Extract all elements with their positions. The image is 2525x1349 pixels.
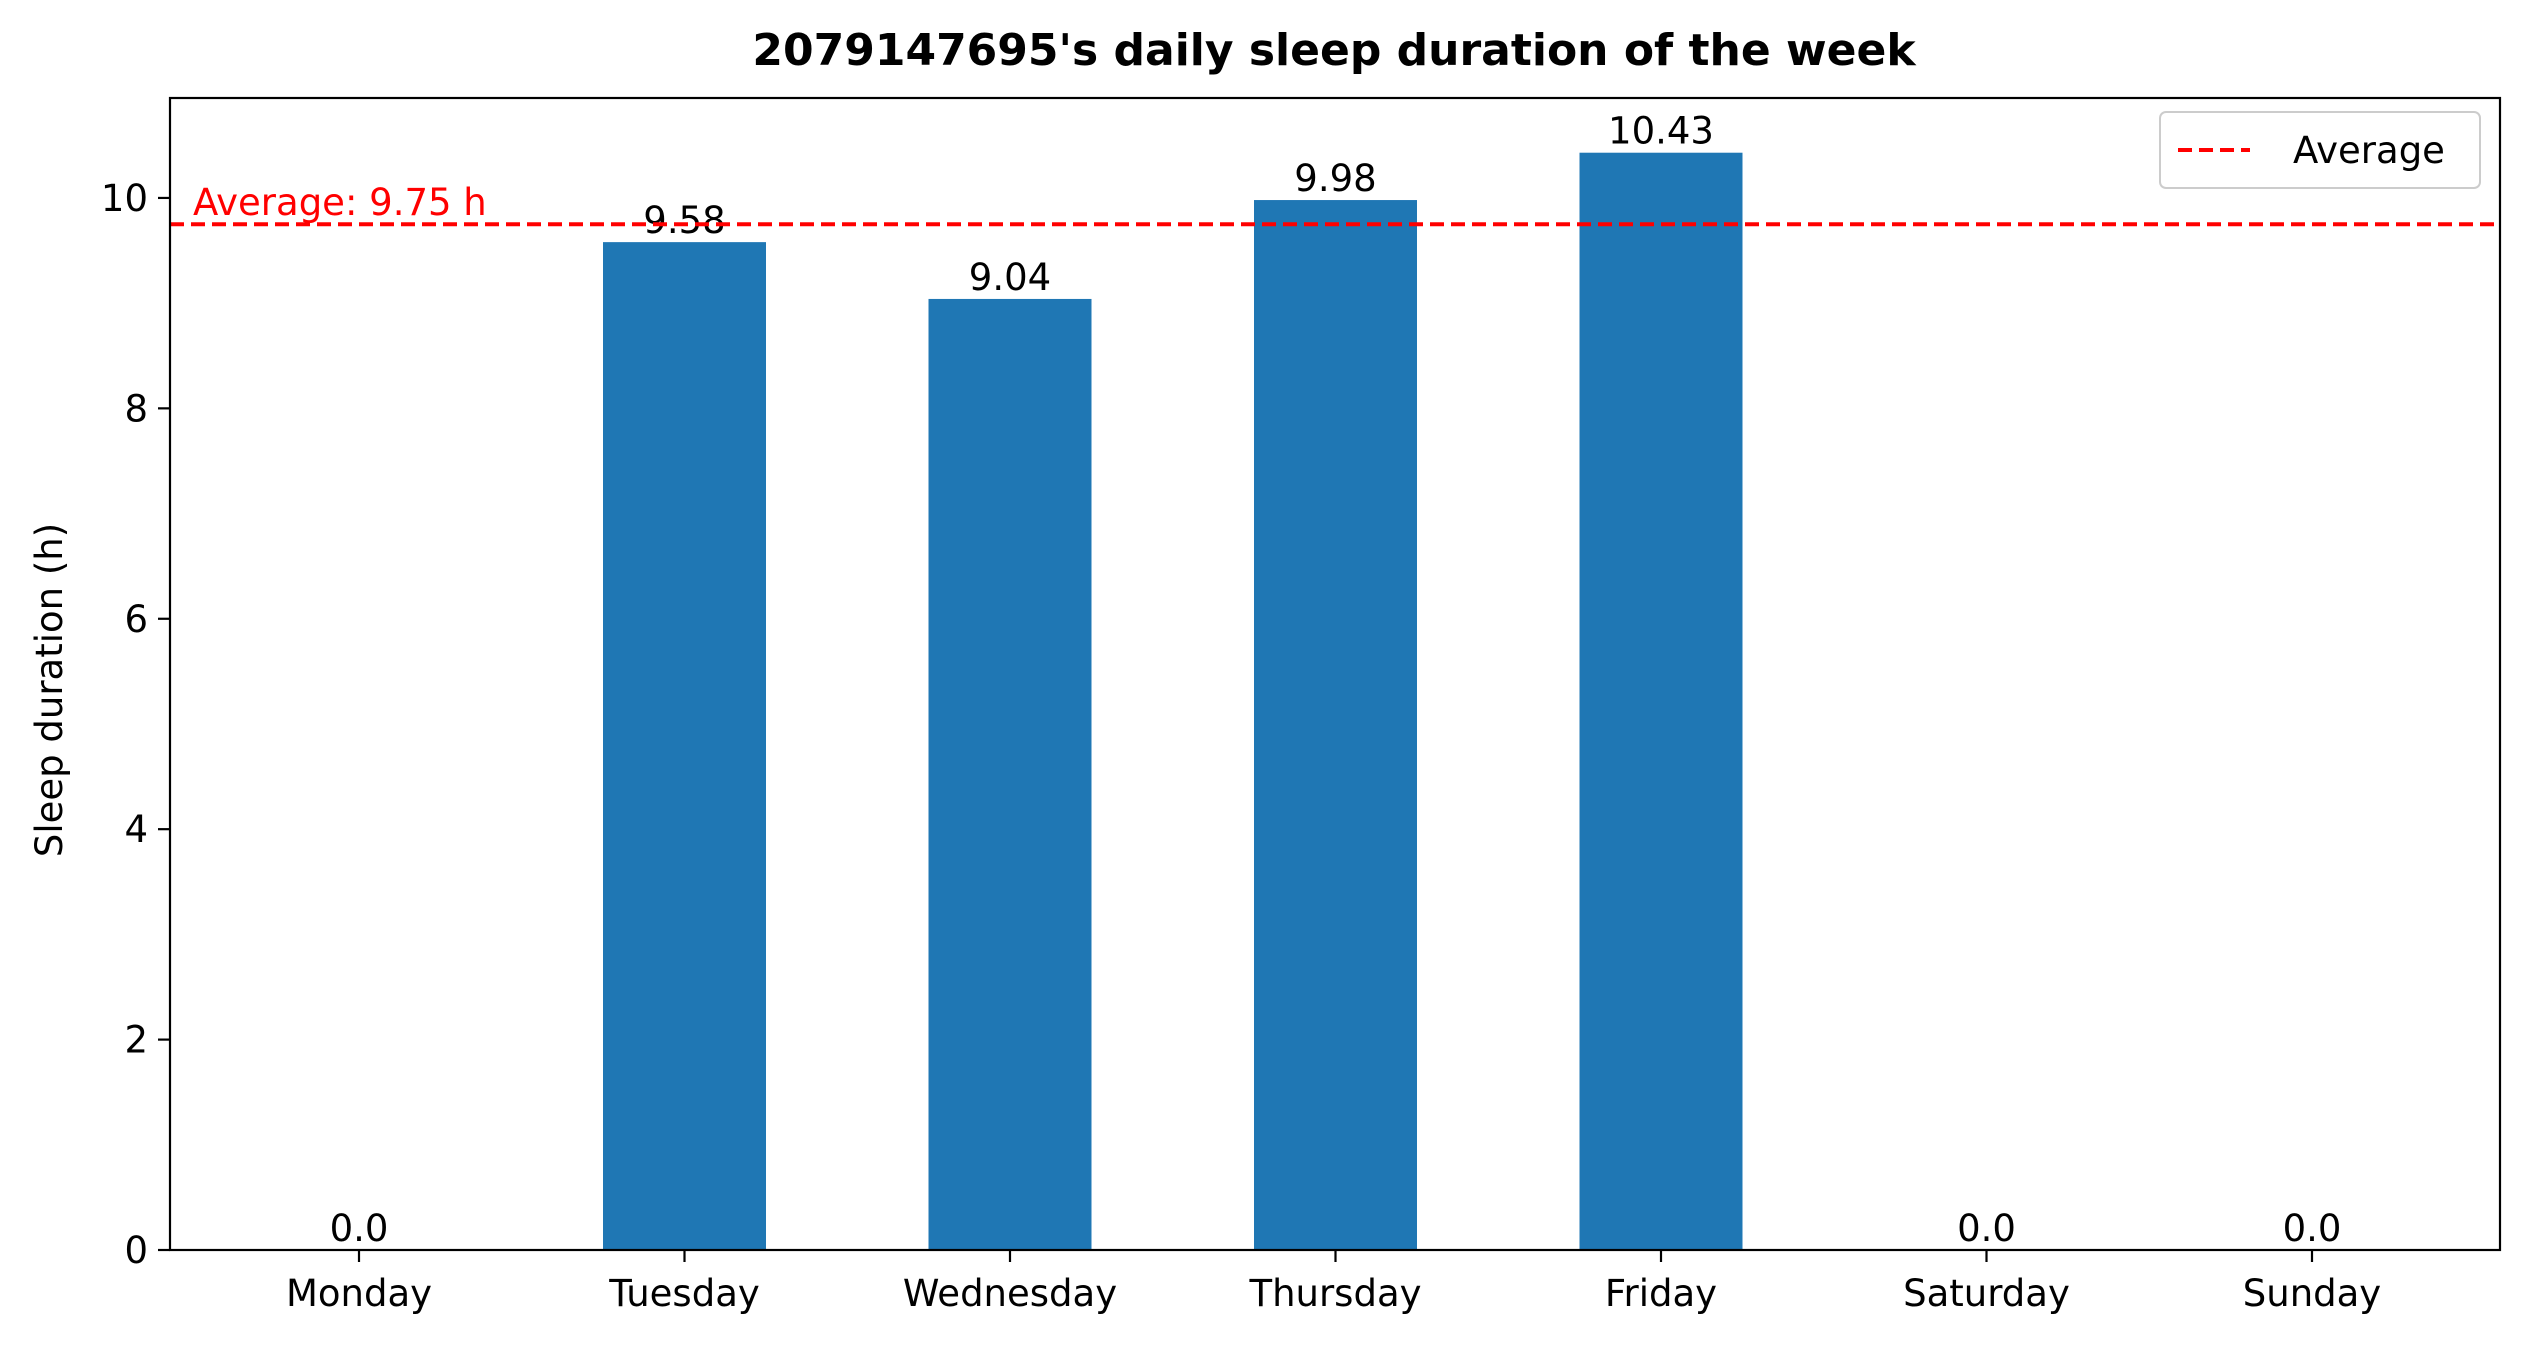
bar-thursday bbox=[1254, 200, 1417, 1250]
y-tick-label-10: 10 bbox=[101, 177, 148, 220]
y-tick-label-8: 8 bbox=[124, 387, 148, 430]
x-tick-label-monday: Monday bbox=[286, 1272, 432, 1315]
data-label-saturday: 0.0 bbox=[1957, 1207, 2016, 1250]
bar-friday bbox=[1579, 152, 1743, 1251]
data-label-monday: 0.0 bbox=[330, 1207, 389, 1250]
y-tick-label-6: 6 bbox=[124, 598, 148, 641]
average-label: Average: 9.75 h bbox=[193, 181, 487, 224]
x-tick-label-thursday: Thursday bbox=[1248, 1272, 1421, 1315]
data-label-wednesday: 9.04 bbox=[969, 256, 1051, 299]
legend-entry-average: Average bbox=[2293, 129, 2445, 172]
data-label-tuesday: 9.58 bbox=[643, 199, 725, 242]
bars-group bbox=[603, 152, 1743, 1251]
legend: Average bbox=[2159, 111, 2481, 189]
y-tick-label-2: 2 bbox=[124, 1019, 148, 1062]
legend-box bbox=[2159, 111, 2481, 189]
bar-wednesday bbox=[928, 298, 1092, 1250]
x-axis-ticks: Monday Tuesday Wednesday Thursday Friday Satu… bbox=[286, 1250, 2381, 1315]
data-labels-group: 0.0 9.58 9.04 9.98 10.43 0.0 0.0 bbox=[330, 110, 2342, 1250]
x-tick-label-sunday: Sunday bbox=[2243, 1272, 2381, 1315]
y-axis-label: Sleep duration (h) bbox=[28, 523, 71, 857]
y-tick-label-4: 4 bbox=[124, 808, 148, 851]
data-label-thursday: 9.98 bbox=[1294, 157, 1376, 200]
chart-title: 2079147695's daily sleep duration of the… bbox=[752, 25, 1917, 76]
y-axis-ticks: 0 2 4 6 8 10 bbox=[101, 177, 170, 1272]
y-tick-label-0: 0 bbox=[124, 1229, 148, 1272]
data-label-friday: 10.43 bbox=[1608, 110, 1714, 153]
x-tick-label-wednesday: Wednesday bbox=[903, 1272, 1117, 1315]
bar-tuesday bbox=[603, 242, 766, 1251]
x-tick-label-friday: Friday bbox=[1605, 1272, 1717, 1315]
x-tick-label-tuesday: Tuesday bbox=[608, 1272, 760, 1315]
data-label-sunday: 0.0 bbox=[2283, 1207, 2342, 1250]
x-tick-label-saturday: Saturday bbox=[1903, 1272, 2070, 1315]
